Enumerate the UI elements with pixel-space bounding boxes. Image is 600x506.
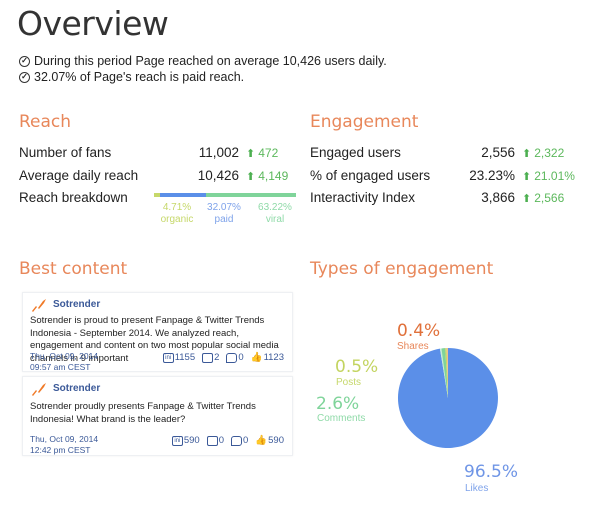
shares-pct: 0.4% xyxy=(397,321,441,341)
sotrender-logo-icon xyxy=(32,299,46,312)
post-stats: ini 1155 2 0 👍 1123 xyxy=(160,352,284,363)
metric-value: 11,002 xyxy=(198,145,239,160)
metric-label: % of engaged users xyxy=(310,168,431,183)
post-author[interactable]: Sotrender xyxy=(53,383,101,394)
arrow-up-icon: ⬆ xyxy=(246,147,256,160)
post-date: Thu, Oct 09, 2014 09:57 am CEST xyxy=(30,351,99,372)
thumbs-up-icon: 👍 xyxy=(255,435,268,446)
metric-label: Average daily reach xyxy=(19,168,139,183)
reach-section-title: Reach xyxy=(19,112,72,132)
best-content-section-title: Best content xyxy=(19,259,128,279)
post-card[interactable]: Sotrender Sotrender is proud to present … xyxy=(22,292,293,372)
metric-value: 3,866 xyxy=(481,190,515,205)
summary-note: ✓ During this period Page reached on ave… xyxy=(19,54,387,68)
comment-icon xyxy=(226,352,238,363)
post-date: Thu, Oct 09, 2014 12:42 pm CEST xyxy=(30,434,99,455)
metric-label: Engaged users xyxy=(310,145,401,160)
metric-delta: ⬆ 472 xyxy=(246,146,279,160)
post-text: Sotrender is proud to present Fanpage & … xyxy=(30,315,279,364)
metric-label: Interactivity Index xyxy=(310,190,416,205)
arrow-up-icon: ⬆ xyxy=(522,170,532,183)
metric-delta: ⬆ 2,322 xyxy=(522,146,565,160)
likes-name: Likes xyxy=(465,483,489,494)
metric-label: Number of fans xyxy=(19,145,112,160)
post-author[interactable]: Sotrender xyxy=(53,299,101,310)
paid-bar xyxy=(160,193,206,197)
engagement-section-title: Engagement xyxy=(310,112,419,132)
arrow-up-icon: ⬆ xyxy=(522,192,532,205)
interactivity-icon: ini xyxy=(162,352,174,363)
post-text: Sotrender proudly presents Fanpage & Twi… xyxy=(30,401,256,425)
posts-name: Posts xyxy=(336,377,362,388)
viral-label: 63.22% viral xyxy=(258,202,292,225)
thumbs-up-icon: 👍 xyxy=(250,352,263,363)
share-icon xyxy=(202,352,214,363)
organic-label: 4.71% organic xyxy=(160,202,194,225)
likes-pct: 96.5% xyxy=(464,462,519,482)
comments-pct: 2.6% xyxy=(316,394,360,414)
interactivity-icon: ini xyxy=(171,435,183,446)
likes-slice xyxy=(397,348,498,448)
check-circle-icon: ✓ xyxy=(19,71,30,83)
paid-label: 32.07% paid xyxy=(207,202,241,225)
organic-bar xyxy=(154,193,160,197)
metric-delta: ⬆ 4,149 xyxy=(246,169,289,183)
shares-slice xyxy=(446,348,448,398)
summary-note: ✓ 32.07% of Page's reach is paid reach. xyxy=(19,70,244,84)
arrow-up-icon: ⬆ xyxy=(246,170,256,183)
post-card[interactable]: Sotrender Sotrender proudly presents Fan… xyxy=(22,376,293,456)
metric-value: 23.23% xyxy=(469,168,515,183)
page-title: Overview xyxy=(17,4,169,43)
comments-name: Comments xyxy=(317,413,366,424)
sotrender-logo-icon xyxy=(32,383,46,396)
share-icon xyxy=(206,435,218,446)
types-of-engagement-title: Types of engagement xyxy=(310,259,494,279)
post-stats: ini 590 0 0 👍 590 xyxy=(169,435,284,446)
reach-breakdown-label: Reach breakdown xyxy=(19,190,128,205)
engagement-pie-chart xyxy=(397,348,498,448)
check-circle-icon: ✓ xyxy=(19,55,30,67)
metric-value: 10,426 xyxy=(197,168,239,183)
metric-delta: ⬆ 2,566 xyxy=(522,191,565,205)
comments-slice-edge xyxy=(439,348,448,398)
viral-bar xyxy=(206,193,296,197)
metric-value: 2,556 xyxy=(481,145,515,160)
posts-slice xyxy=(445,348,448,398)
arrow-up-icon: ⬆ xyxy=(522,147,532,160)
comments-slice xyxy=(441,348,448,398)
comment-icon xyxy=(231,435,242,446)
metric-delta: ⬆ 21.01% xyxy=(522,169,575,183)
posts-pct: 0.5% xyxy=(335,357,379,377)
shares-name: Shares xyxy=(397,341,429,352)
